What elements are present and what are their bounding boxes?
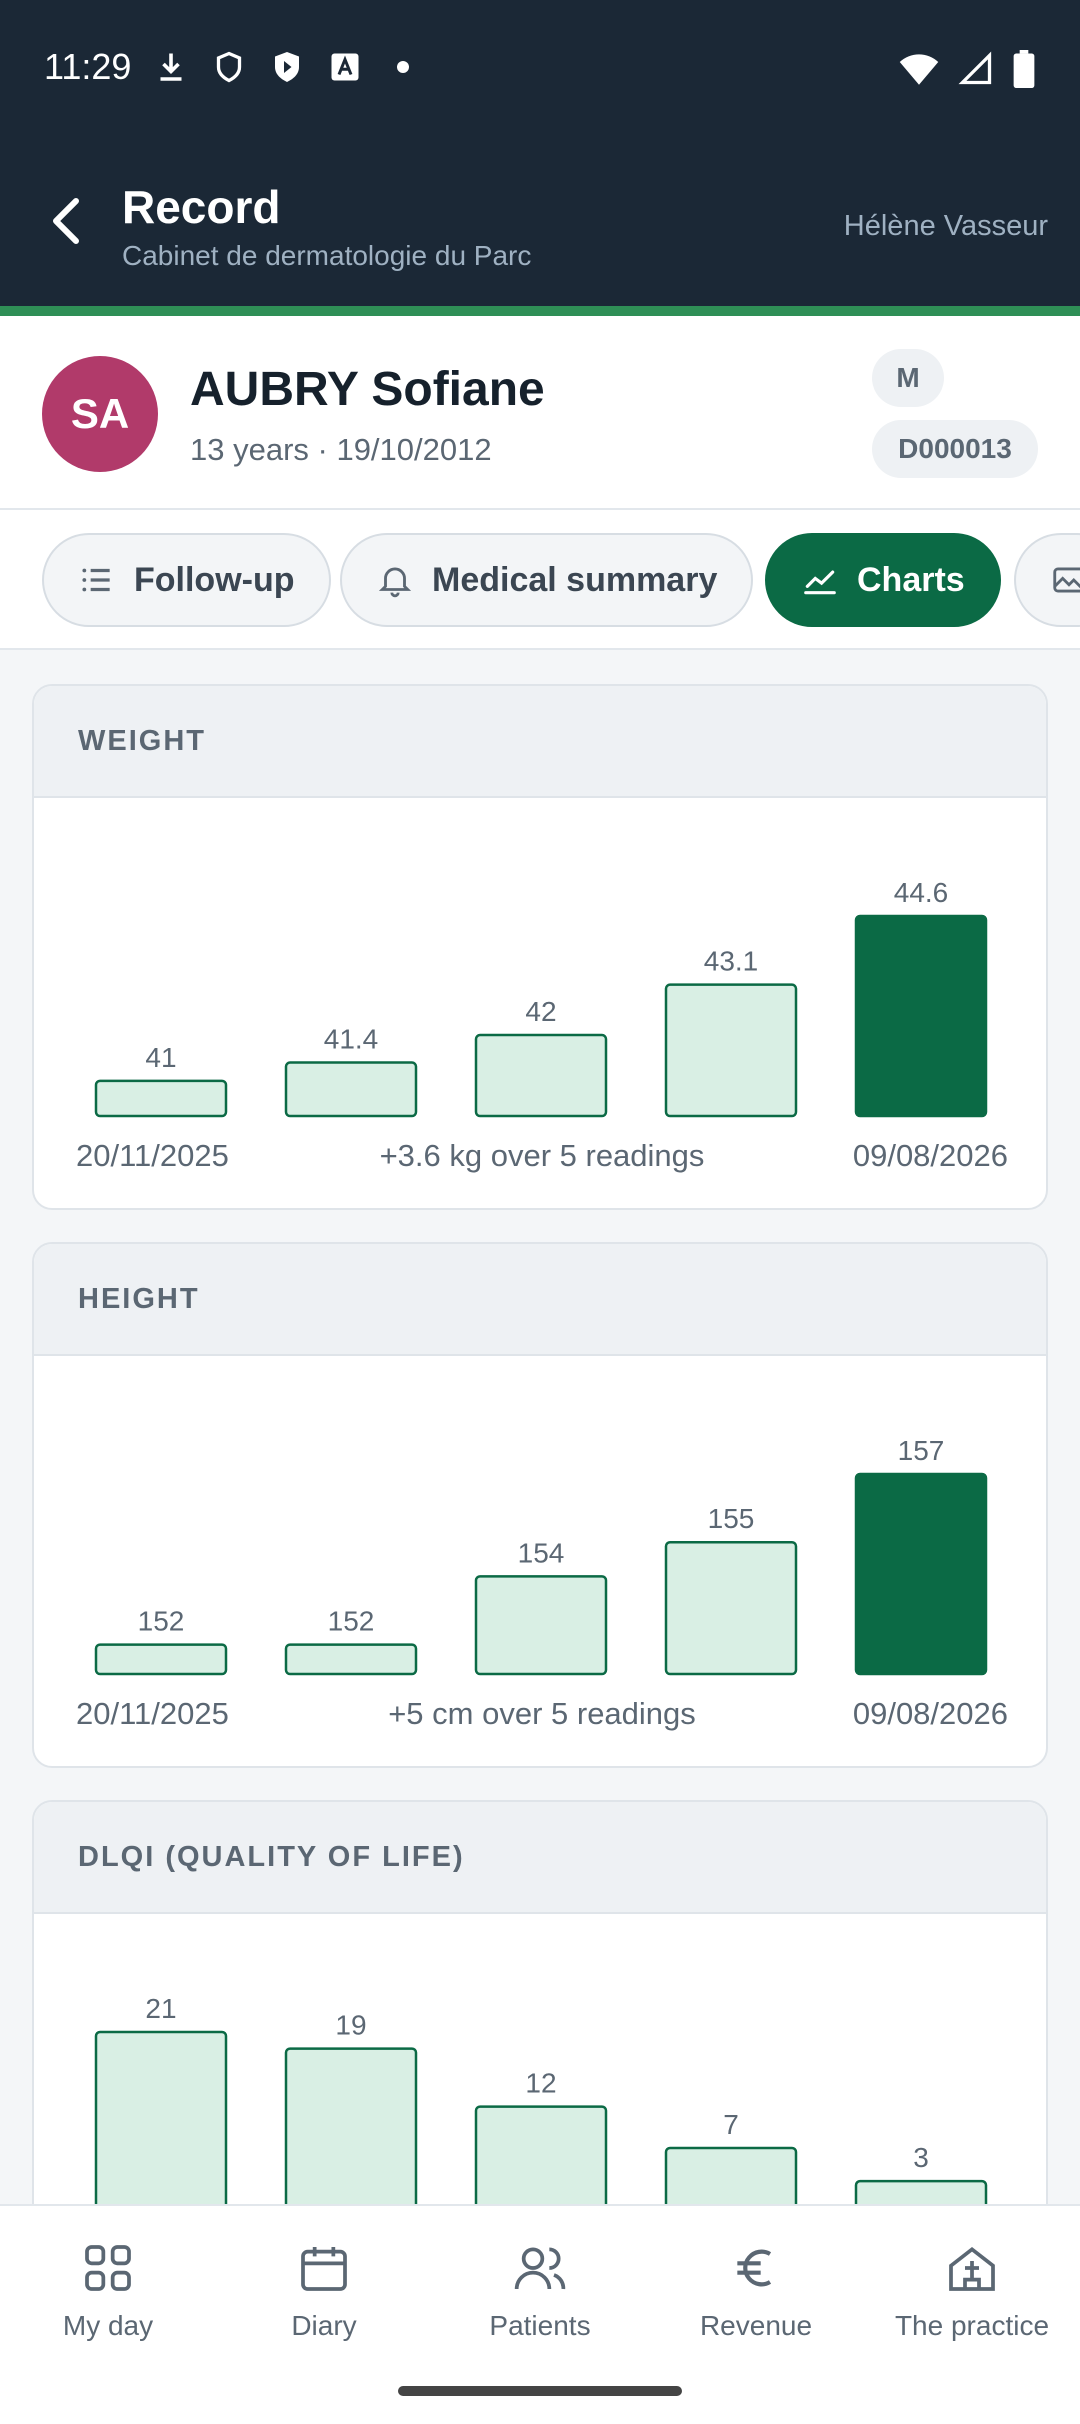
status-time: 11:29	[44, 46, 132, 87]
back-arrow-icon[interactable]	[48, 196, 88, 246]
chart-bar-value-label: 155	[708, 1503, 755, 1534]
dlqi-chart: 21 19 12 7 3	[34, 1914, 1046, 2258]
chart-bar-value-label: 41.4	[324, 1024, 379, 1055]
tab-label: Charts	[857, 560, 965, 599]
record-tabs: Follow-up Medical summary Charts	[0, 510, 1080, 650]
chart-bar	[284, 1643, 418, 1676]
euro-icon	[737, 2249, 772, 2287]
chart-title: WEIGHT	[34, 686, 1046, 798]
chart-bar-value-label: 3	[913, 2142, 929, 2173]
tab-label: Follow-up	[134, 560, 295, 599]
chart-bar-value-label: 43.1	[704, 946, 759, 977]
height-chart: 152 152 154 155 157 20/11/2025 +5 cm over 5 …	[34, 1356, 1046, 1766]
nav-revenue[interactable]: Revenue	[648, 2240, 864, 2342]
tab-images[interactable]	[1014, 533, 1080, 627]
chart-bar	[94, 1079, 228, 1118]
chart-bar-value-label: 154	[518, 1537, 565, 1568]
chart-title: HEIGHT	[34, 1244, 1046, 1356]
download-icon	[160, 53, 182, 81]
dlqi-chart-card: DLQI (QUALITY OF LIFE) 21 19 12 7 3	[32, 1800, 1048, 2260]
chart-bar	[474, 1033, 608, 1118]
dot-icon	[397, 61, 410, 73]
chart-bar	[854, 914, 988, 1118]
page-title: Record	[122, 181, 281, 233]
chart-bar	[664, 1540, 798, 1676]
nav-the-practice[interactable]: The practice	[864, 2240, 1080, 2342]
chart-bar-value-label: 152	[138, 1606, 185, 1637]
chart-summary: +5 cm over 5 readings	[388, 1696, 696, 1731]
chart-title: DLQI (QUALITY OF LIFE)	[34, 1802, 1046, 1914]
chart-bar-value-label: 152	[328, 1606, 375, 1637]
nav-label: The practice	[894, 2310, 1050, 2341]
chart-start-date: 20/11/2025	[76, 1138, 229, 1173]
list-icon	[82, 568, 110, 592]
height-bars-svg: 152 152 154 155 157	[94, 1435, 988, 1676]
nav-label: Diary	[291, 2310, 357, 2341]
patient-card: SA AUBRY Sofiane 13 years · 19/10/2012 M…	[0, 316, 1080, 510]
nav-patients[interactable]: Patients	[432, 2240, 648, 2342]
calendar-icon	[301, 2247, 347, 2291]
chart-bar-value-label: 44.6	[894, 877, 949, 908]
home-indicator[interactable]	[398, 2386, 682, 2396]
chart-end-date: 09/08/2026	[852, 1696, 1008, 1731]
chart-bar-value-label: 12	[525, 2068, 556, 2099]
weight-chart: 41 41.4 42 43.1 44.6 20/11/2025 +3.6 kg over…	[34, 798, 1046, 1208]
current-user[interactable]: Hélène Vasseur	[843, 210, 1048, 242]
practice-icon	[949, 2246, 995, 2291]
users-icon	[514, 2247, 566, 2290]
grid-icon	[85, 2245, 131, 2291]
chart-start-date: 20/11/2025	[76, 1696, 229, 1731]
shield-icon	[217, 51, 242, 83]
status-bar: 11:29	[44, 46, 421, 88]
chart-footer: 20/11/2025 +5 cm over 5 readings 09/08/2…	[34, 1696, 1046, 1744]
record-id-badge: D000013	[872, 420, 1038, 478]
sex-badge: M	[872, 349, 944, 407]
chart-bar	[664, 983, 798, 1118]
patient-age-dob: 13 years · 19/10/2012	[190, 432, 492, 467]
tab-medical-summary[interactable]: Medical summary	[340, 533, 754, 627]
chart-bar-value-label: 21	[145, 1993, 176, 2024]
signal-icon	[958, 51, 992, 85]
chart-bar-value-label: 157	[898, 1435, 945, 1466]
tab-follow-up[interactable]: Follow-up	[42, 533, 331, 627]
dlqi-bars-svg: 21 19 12 7 3	[94, 1993, 988, 2234]
tab-charts[interactable]: Charts	[765, 533, 1001, 627]
header-accent-bar	[0, 306, 1080, 316]
chart-bar-value-label: 7	[723, 2109, 739, 2140]
patient-name: AUBRY Sofiane	[190, 363, 545, 416]
chart-footer: 20/11/2025 +3.6 kg over 5 readings 09/08…	[34, 1138, 1046, 1186]
nav-label: My day	[62, 2310, 154, 2341]
chart-bar	[854, 1472, 988, 1676]
battery-icon	[1013, 50, 1035, 88]
chart-bar	[474, 1575, 608, 1676]
chart-summary: +3.6 kg over 5 readings	[379, 1138, 705, 1173]
avatar: SA	[42, 356, 158, 472]
status-icons	[898, 50, 1036, 88]
tab-label: Medical summary	[432, 560, 718, 599]
chart-end-date: 09/08/2026	[852, 1138, 1008, 1173]
image-icon	[1053, 567, 1080, 593]
chart-bar-value-label: 41	[145, 1042, 176, 1073]
chart-bar-value-label: 42	[525, 996, 556, 1027]
chart-bar	[284, 1061, 418, 1118]
chart-line-icon	[804, 570, 836, 595]
practice-name: Cabinet de dermatologie du Parc	[122, 240, 532, 271]
play-shield-icon	[275, 52, 300, 82]
height-chart-card: HEIGHT 152 152 154 155 157 20/11/2025 +5 cm …	[32, 1242, 1048, 1768]
chart-bar	[94, 2030, 228, 2234]
bell-icon	[378, 567, 412, 598]
wifi-icon	[899, 54, 939, 85]
app-header: 11:29 Record Cabinet de dermatologie du …	[0, 0, 1080, 306]
weight-chart-card: WEIGHT 41 41.4 42 43.1 44.6 20/11/2025 +3.6 …	[32, 684, 1048, 1210]
weight-bars-svg: 41 41.4 42 43.1 44.6	[94, 877, 988, 1118]
nav-label: Revenue	[699, 2310, 813, 2341]
chart-bar	[94, 1643, 228, 1676]
nav-label: Patients	[489, 2310, 591, 2341]
nav-diary[interactable]: Diary	[216, 2240, 432, 2342]
chart-bar-value-label: 19	[335, 2010, 366, 2041]
font-icon	[331, 53, 359, 81]
nav-my-day[interactable]: My day	[0, 2240, 216, 2342]
